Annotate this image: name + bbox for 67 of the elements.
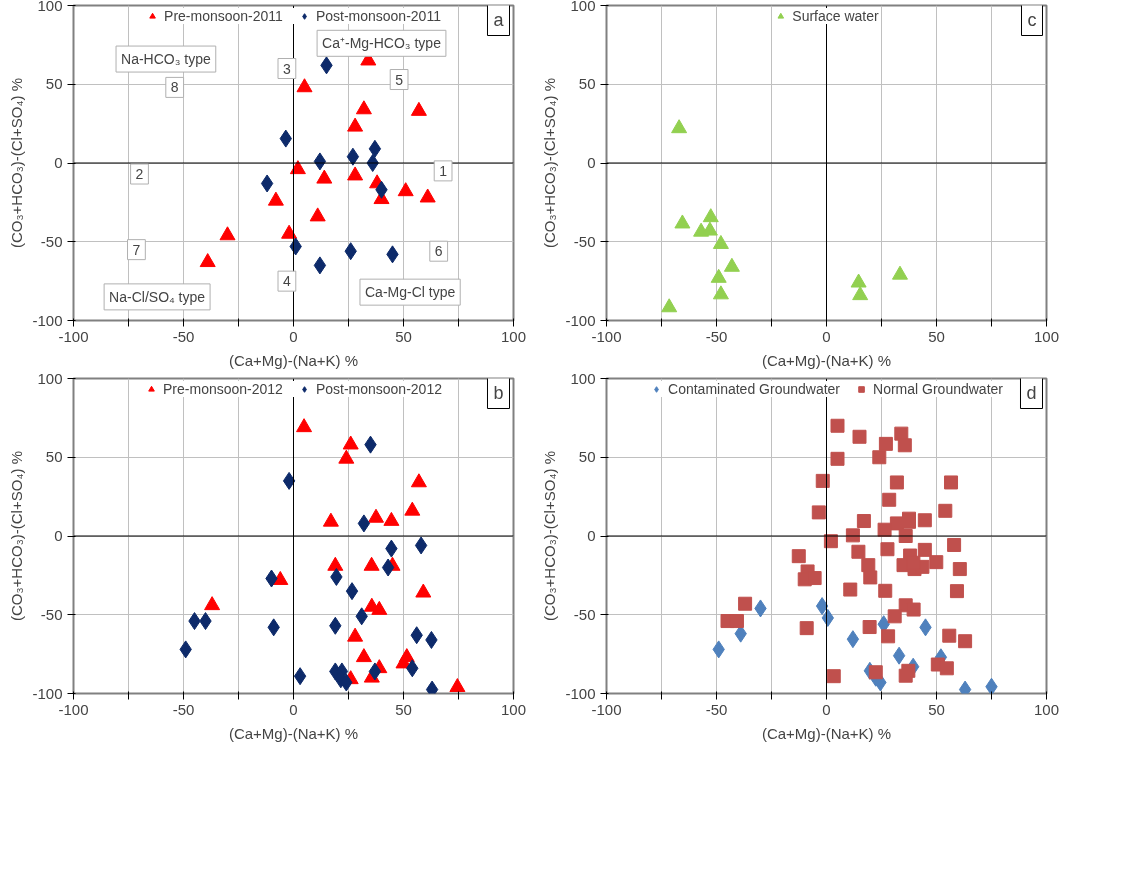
annotation: 7 <box>132 241 141 258</box>
x-tick-label: 100 <box>500 327 527 345</box>
legend-label: Pre-monsoon-2011 <box>164 8 283 24</box>
annotation: 8 <box>170 79 179 96</box>
y-tick-label: 100 <box>37 369 63 387</box>
chart-title: a <box>493 9 505 30</box>
x-tick-label: 0 <box>822 700 831 718</box>
y-tick-label: 100 <box>570 369 596 387</box>
annotation: Na-HCO₃ type <box>121 51 211 68</box>
legend-label: Normal Groundwater <box>873 381 1003 397</box>
x-tick-label: -50 <box>705 327 728 345</box>
annotation: 3 <box>283 60 292 77</box>
y-tick-label: -50 <box>40 605 63 623</box>
y-tick-label: -100 <box>32 311 63 329</box>
x-tick-label: 100 <box>1033 327 1060 345</box>
annotation: 4 <box>283 273 292 290</box>
y-tick-label: 0 <box>54 154 63 171</box>
chart-title: c <box>1027 9 1037 30</box>
y-tick-label: 100 <box>37 0 63 14</box>
y-tick-label: 50 <box>578 448 596 466</box>
y-axis-title: (CO₃+HCO₃)-(Cl+SO₄) % <box>7 450 25 621</box>
x-tick-label: 50 <box>928 700 945 718</box>
x-tick-label: -50 <box>172 700 195 718</box>
annotation: 5 <box>395 71 404 88</box>
x-axis-title: (Ca+Mg)-(Na+K) % <box>228 724 359 742</box>
y-tick-label: 0 <box>587 527 596 544</box>
legend-label: Surface water <box>792 8 879 24</box>
y-tick-label: 0 <box>587 154 596 171</box>
x-tick-label: -50 <box>705 700 728 718</box>
y-tick-label: 100 <box>570 0 596 14</box>
x-tick-label: 0 <box>289 700 298 718</box>
y-tick-label: -100 <box>565 684 596 702</box>
y-tick-label: 50 <box>45 448 63 466</box>
x-tick-label: 50 <box>928 327 945 345</box>
legend-label: Post-monsoon-2011 <box>315 8 441 24</box>
y-tick-label: 0 <box>54 527 63 544</box>
x-axis-title: (Ca+Mg)-(Na+K) % <box>761 351 892 369</box>
y-tick-label: -50 <box>573 605 596 623</box>
y-axis-title: (CO₃+HCO₃)-(Cl+SO₄) % <box>540 450 558 621</box>
annotation: Ca⁺-Mg-HCO₃ type <box>322 35 442 52</box>
x-tick-label: -50 <box>172 327 195 345</box>
x-tick-label: 0 <box>822 327 831 345</box>
legend-label: Pre-monsoon-2012 <box>163 381 283 397</box>
annotation: Ca-Mg-Cl type <box>364 284 456 301</box>
y-axis-title: (CO₃+HCO₃)-(Cl+SO₄) % <box>540 77 558 248</box>
y-axis-title: (CO₃+HCO₃)-(Cl+SO₄) % <box>7 77 25 248</box>
y-tick-label: -100 <box>565 311 596 329</box>
y-tick-label: -100 <box>32 684 63 702</box>
y-tick-label: -50 <box>573 232 596 250</box>
x-axis-title: (Ca+Mg)-(Na+K) % <box>761 724 892 742</box>
x-tick-label: 100 <box>500 700 527 718</box>
x-axis-title: (Ca+Mg)-(Na+K) % <box>228 351 359 369</box>
legend-label: Post-monsoon-2012 <box>315 381 442 397</box>
x-tick-label: 100 <box>1033 700 1060 718</box>
y-tick-label: -50 <box>40 232 63 250</box>
y-tick-label: 50 <box>578 75 596 93</box>
annotation: 1 <box>439 162 448 179</box>
y-tick-label: 50 <box>45 75 63 93</box>
annotation: 2 <box>135 166 144 183</box>
chart-title: d <box>1026 382 1037 403</box>
x-tick-label: 50 <box>395 327 412 345</box>
legend-label: Contaminated Groundwater <box>668 381 841 397</box>
annotation: Na-Cl/SO₄ type <box>109 288 206 305</box>
chart-title: b <box>493 382 504 403</box>
annotation: 6 <box>434 243 443 260</box>
x-tick-label: 50 <box>395 700 412 718</box>
x-tick-label: 0 <box>289 327 298 345</box>
